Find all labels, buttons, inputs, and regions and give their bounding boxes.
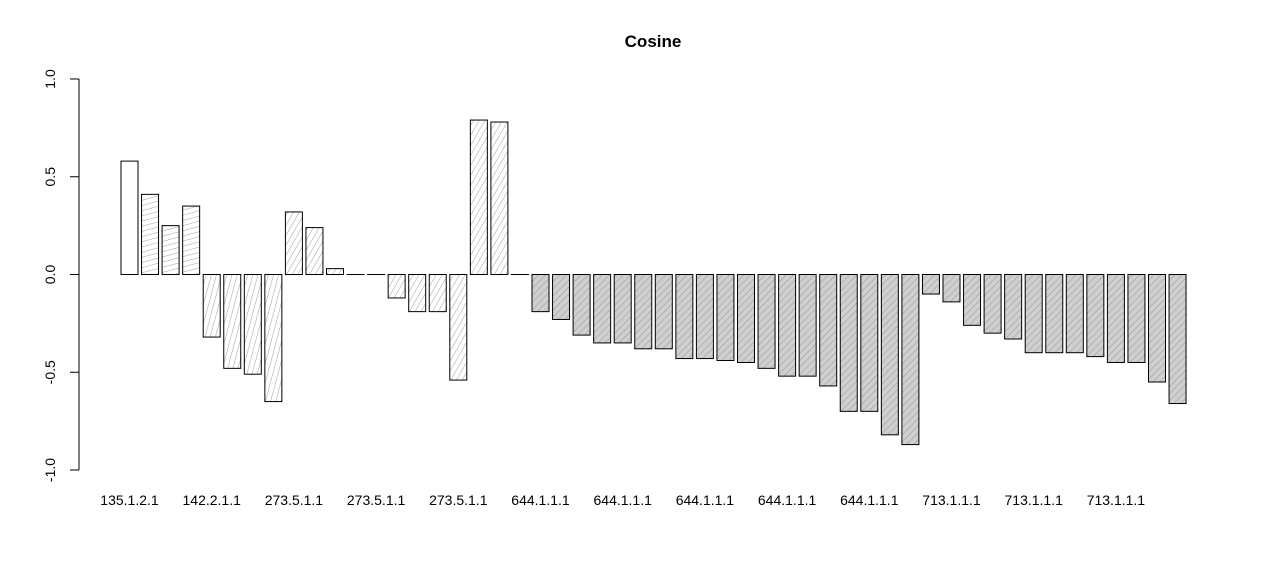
x-tick-label: 644.1.1.1: [511, 492, 570, 508]
y-axis: -1.0 -0.5 0.0 0.5 1.0: [42, 69, 80, 482]
bar: [1106, 274, 1125, 363]
bar: [921, 274, 940, 295]
bar: [1127, 274, 1146, 363]
bar: [141, 193, 160, 276]
bar: [819, 274, 838, 387]
x-tick-label: 273.5.1.1: [429, 492, 488, 508]
x-tick-label: 644.1.1.1: [840, 492, 899, 508]
bar: [1024, 274, 1043, 354]
bar: [778, 274, 797, 377]
bar: [757, 274, 776, 369]
bar: [572, 274, 591, 336]
bar: [695, 274, 714, 360]
bar: [675, 274, 694, 360]
x-axis-labels: 135.1.2.1 142.2.1.1 273.5.1.1 273.5.1.1 273.…: [100, 492, 1145, 508]
bar: [737, 274, 755, 363]
bar: [469, 119, 488, 275]
bar: [264, 274, 283, 403]
bar: [284, 211, 303, 276]
bar: [1065, 274, 1084, 354]
bar: [223, 274, 242, 369]
bars-group: [120, 119, 1187, 446]
bar: [1086, 274, 1105, 358]
x-tick-label: 713.1.1.1: [922, 492, 981, 508]
x-tick-label: 713.1.1.1: [1087, 492, 1146, 508]
bar: [880, 274, 899, 436]
bar: [901, 274, 920, 446]
x-tick-label: 644.1.1.1: [676, 492, 735, 508]
bar: [716, 274, 735, 362]
bar: [387, 274, 406, 299]
y-tick-label: 0.5: [42, 167, 58, 187]
x-tick-label: 644.1.1.1: [594, 492, 653, 508]
bar: [860, 274, 879, 412]
bar: [490, 121, 509, 276]
bar: [1045, 274, 1064, 354]
x-tick-label: 713.1.1.1: [1005, 492, 1064, 508]
bar: [942, 274, 961, 303]
y-tick-label: -1.0: [42, 458, 58, 482]
x-tick-label: 142.2.1.1: [183, 492, 242, 508]
bar: [552, 274, 571, 320]
x-tick-label: 644.1.1.1: [758, 492, 817, 508]
bar: [531, 274, 550, 313]
x-tick-label: 273.5.1.1: [347, 492, 406, 508]
bar: [798, 274, 817, 377]
bar: [182, 205, 201, 276]
bar: [449, 274, 468, 381]
bar: [1148, 274, 1166, 383]
bar: [161, 225, 180, 276]
bar: [963, 274, 982, 326]
bar: [408, 274, 427, 313]
bar: [1004, 274, 1023, 340]
bar: [428, 274, 447, 313]
bar: [326, 268, 344, 276]
chart-title: Cosine: [625, 32, 682, 51]
bar: [120, 160, 139, 275]
x-tick-label: 273.5.1.1: [265, 492, 324, 508]
bar: [654, 274, 673, 350]
bar: [202, 274, 221, 338]
y-tick-label: 1.0: [42, 69, 58, 89]
bar: [593, 274, 612, 344]
bar: [305, 227, 324, 275]
y-tick-label: 0.0: [42, 265, 58, 285]
x-tick-label: 135.1.2.1: [100, 492, 159, 508]
bar: [634, 274, 653, 350]
y-tick-label: -0.5: [42, 360, 58, 384]
bar: [839, 274, 858, 412]
bar: [613, 274, 632, 344]
bar: [243, 274, 262, 375]
bar: [983, 274, 1002, 334]
bar: [1168, 274, 1187, 405]
